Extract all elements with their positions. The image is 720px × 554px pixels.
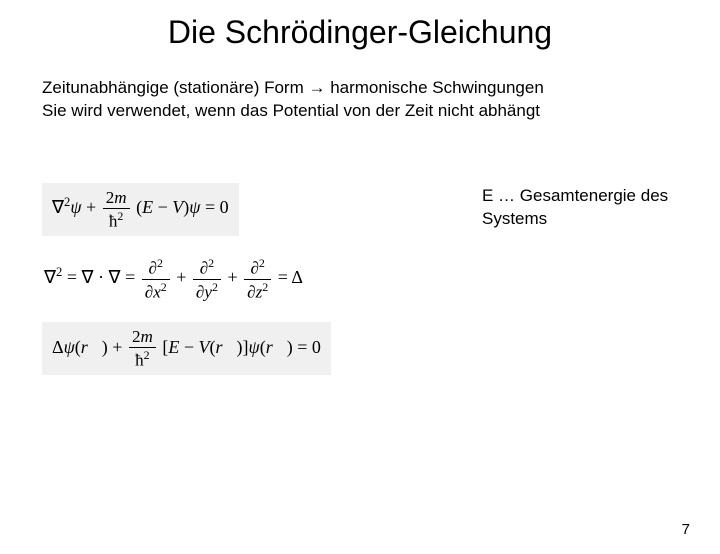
intro-line-1: Zeitunabhängige (stationäre) Form → harm… (42, 77, 678, 100)
energy-note: E … Gesamtenergie des Systems (482, 185, 688, 231)
equation-3: Δψ(r⃗) + 2mħ2 [E − V(r⃗)]ψ(r⃗) = 0 (42, 322, 331, 375)
page-title: Die Schrödinger-Gleichung (0, 14, 720, 51)
intro-text: Zeitunabhängige (stationäre) Form → harm… (42, 77, 678, 123)
equation-1: ∇2ψ + 2mħ2 (E − V)ψ = 0 (42, 183, 239, 236)
equations-column: ∇2ψ + 2mħ2 (E − V)ψ = 0 ∇2 = ∇ · ∇ = ∂2∂… (42, 183, 402, 375)
content-row: ∇2ψ + 2mħ2 (E − V)ψ = 0 ∇2 = ∇ · ∇ = ∂2∂… (42, 183, 688, 375)
intro-line-2: Sie wird verwendet, wenn das Potential v… (42, 100, 678, 123)
equation-2: ∇2 = ∇ · ∇ = ∂2∂x2 + ∂2∂y2 + ∂2∂z2 = Δ (42, 254, 402, 305)
page-number: 7 (682, 521, 690, 538)
